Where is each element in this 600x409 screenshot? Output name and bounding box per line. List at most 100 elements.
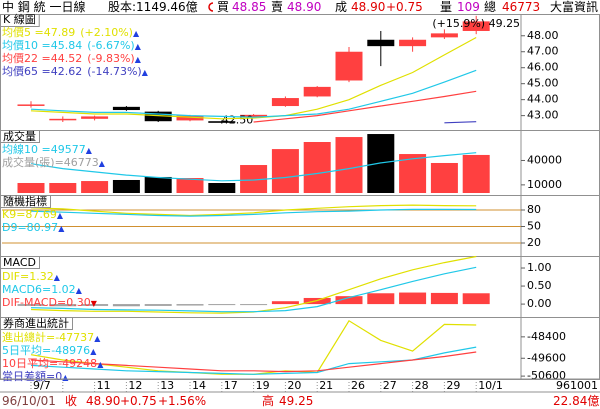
y-tick-label: 46.00	[527, 61, 559, 74]
macd-bar	[335, 296, 363, 305]
macd-bar	[367, 293, 395, 305]
x-tick-label: 19	[256, 379, 270, 392]
candle-body	[240, 114, 268, 118]
panel-title-box	[0, 317, 73, 330]
macd-bar	[399, 292, 427, 305]
legend-arrow: ▲	[76, 286, 83, 295]
legend-arrow: ▲	[97, 360, 104, 369]
volume-label: 量	[440, 0, 452, 14]
candle-body	[81, 116, 109, 119]
panels: 48.00 47.00 46.00 45.00 44.00 43.00 (+15.9%) 4…	[0, 12, 600, 383]
legend-entry: 5日平均=-48976▲	[2, 344, 97, 357]
amount: 22.84億	[553, 394, 599, 408]
legend-name: D9=80.97	[2, 221, 58, 234]
stock-title: 中 鋼 統 一日線	[2, 0, 85, 14]
legend-entry: 成交量(張)=46773▲	[2, 155, 106, 169]
volume-bar	[176, 178, 204, 193]
series-line	[30, 266, 477, 313]
change: +0.75	[386, 0, 423, 14]
panel-title: MACD	[3, 256, 36, 269]
y-tick-label: -49600	[527, 351, 566, 364]
y-tick-label: 47.00	[527, 45, 559, 58]
series-line	[30, 69, 477, 118]
legend-name: 均價65 =42.62	[2, 64, 82, 78]
panel-title: 成交量	[3, 129, 36, 143]
candle-body	[112, 106, 140, 111]
volume-bar	[17, 182, 45, 193]
macd-bar	[271, 301, 299, 305]
legend-name: 10日平均=-49248	[2, 357, 97, 370]
macd-bar	[208, 304, 236, 306]
y-tick-label: 50	[527, 220, 541, 233]
legend-entry: 均價65 =42.62 (-14.73%)▲	[2, 64, 149, 78]
series-line	[30, 152, 477, 182]
legend-arrow: ▲	[62, 373, 69, 382]
ask: 48.90	[287, 0, 321, 14]
footer-date: 96/10/01	[2, 394, 56, 408]
macd-bar	[81, 304, 109, 306]
macd-bar	[112, 304, 140, 307]
legend-arrow: ▲	[133, 29, 140, 38]
x-tick-label: 12	[128, 379, 142, 392]
footer-change: +0.75	[120, 394, 157, 408]
volume-bar	[303, 142, 331, 193]
volume-bar	[335, 137, 363, 193]
volume-bar	[112, 179, 140, 193]
capital: 股本:1149.46億	[108, 0, 198, 14]
footer-high: 49.25	[279, 394, 313, 408]
y-tick-label: 45.00	[527, 77, 559, 90]
y-tick-label: 44.00	[527, 93, 559, 106]
legend-name: 均線10 =49577	[2, 142, 86, 156]
macd-bar	[430, 292, 458, 305]
legend-name: 進出總計=-47737	[2, 330, 94, 344]
y-tick-label: 48.00	[527, 29, 559, 42]
x-tick-label: 21	[319, 379, 333, 392]
y-tick-label: 20	[527, 236, 541, 249]
legend-arrow: ▲	[135, 42, 142, 51]
candle-body	[176, 115, 204, 121]
footer-pct: +1.56%	[158, 394, 206, 408]
legend-name: DIF-MACD=0.30	[2, 296, 91, 309]
y-tick-label: 0.00	[527, 297, 552, 310]
y-tick-label: 10000	[527, 178, 562, 191]
candle-body	[49, 118, 77, 121]
macd-bar	[49, 304, 77, 307]
candle-body	[399, 39, 427, 47]
legend-entry: D9=80.97▲	[2, 221, 65, 234]
panel-title: 券商進出統計	[3, 316, 69, 330]
candle-body	[335, 51, 363, 81]
series-line	[30, 204, 477, 217]
y-tick-label: 80	[527, 203, 541, 216]
legend-name: 均價5 =47.89	[2, 25, 75, 39]
ask-label: 賣	[271, 0, 283, 14]
brand: 大富資訊	[550, 0, 598, 14]
legend-entry: MACD6=1.02▲	[2, 283, 83, 296]
footer: 96/10/01 收 48.90 +0.75 +1.56% 高 49.25 22…	[2, 393, 599, 408]
x-tick-label: 10/1	[478, 379, 503, 392]
macd-bar	[462, 293, 490, 305]
legend-change: (-6.67%)	[87, 39, 135, 52]
candle-body	[144, 111, 172, 122]
volume-bar	[367, 134, 395, 193]
legend-name: 均價22 =44.52	[2, 51, 82, 65]
trade-label: 成	[335, 0, 347, 14]
legend-arrow: ▲	[54, 273, 61, 282]
legend-arrow: ▲	[57, 211, 64, 220]
macd-bar	[240, 304, 268, 306]
series-line	[253, 90, 477, 123]
volume-bar	[430, 162, 458, 193]
panel-title-box	[0, 130, 40, 143]
x-tick-label: 26	[351, 379, 365, 392]
legend-arrow: ▼	[91, 299, 98, 308]
legend-name: K9=87.69	[2, 208, 57, 221]
y-tick-label: 40000	[527, 153, 562, 166]
legend-entry: DIF=1.32▲	[2, 270, 61, 283]
y-tick-label: -48400	[527, 330, 566, 343]
legend-name: DIF=1.32	[2, 270, 54, 283]
candle-body	[430, 33, 458, 38]
legend-name: 5日平均=-48976	[2, 344, 90, 357]
candle-body	[17, 104, 45, 106]
y-tick-label: 0.50	[527, 279, 552, 292]
panel-frame	[0, 14, 600, 131]
